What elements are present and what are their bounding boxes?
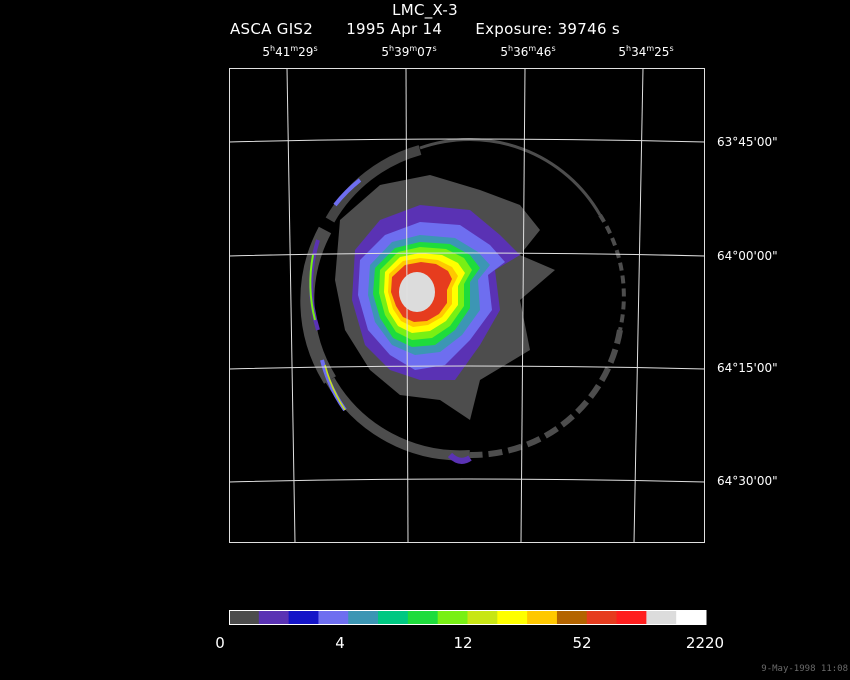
colorbar-swatch (318, 610, 349, 625)
ra-label-2: 5h39m07s (381, 44, 437, 59)
dec-label-2: 64°00'00" (717, 249, 778, 263)
dec-label-1: 63°45'00" (717, 135, 778, 149)
observation-info: ASCA GIS2 1995 Apr 14 Exposure: 39746 s (0, 20, 850, 38)
colorbar-swatch (378, 610, 409, 625)
xray-image (300, 137, 626, 464)
colorbar-swatch (258, 610, 290, 625)
colorbar-swatch (527, 610, 558, 625)
coordinate-grid (228, 67, 706, 544)
colorbar-swatch (497, 610, 528, 625)
colorbar-border (229, 610, 706, 625)
exposure-label: Exposure: 39746 s (475, 20, 620, 38)
colorbar (229, 610, 707, 625)
dec-label-4: 64°30'00" (717, 474, 778, 488)
colorbar-label-1: 0 (215, 634, 225, 652)
colorbar-swatch (288, 610, 319, 625)
timestamp: 9-May-1998 11:08 (761, 664, 848, 674)
colorbar-swatch (437, 610, 468, 625)
colorbar-label-2: 4 (335, 634, 345, 652)
diffuse-emission (335, 175, 555, 420)
colorbar-swatch (676, 610, 707, 625)
ra-label-4: 5h34m25s (618, 44, 674, 59)
colorbar-swatch (646, 610, 677, 625)
colorbar-swatch (467, 610, 498, 625)
colorbar-swatch (586, 610, 618, 625)
colorbar-label-4: 52 (572, 634, 592, 652)
colorbar-label-3: 12 (453, 634, 473, 652)
colorbar-swatch (616, 610, 647, 625)
instrument-label: ASCA GIS2 (230, 20, 314, 38)
colorbar-swatch (348, 610, 379, 625)
object-title: LMC_X-3 (392, 1, 458, 19)
ra-label-1: 5h41m29s (262, 44, 318, 59)
dec-label-3: 64°15'00" (717, 361, 778, 375)
colorbar-swatch (556, 610, 588, 625)
colorbar-label-5: 2220 (685, 634, 725, 652)
ra-label-3: 5h36m46s (500, 44, 556, 59)
detector-ring (300, 137, 626, 464)
date-label: 1995 Apr 14 (346, 20, 443, 38)
colorbar-swatch (229, 610, 260, 625)
colorbar-swatch (407, 610, 439, 625)
